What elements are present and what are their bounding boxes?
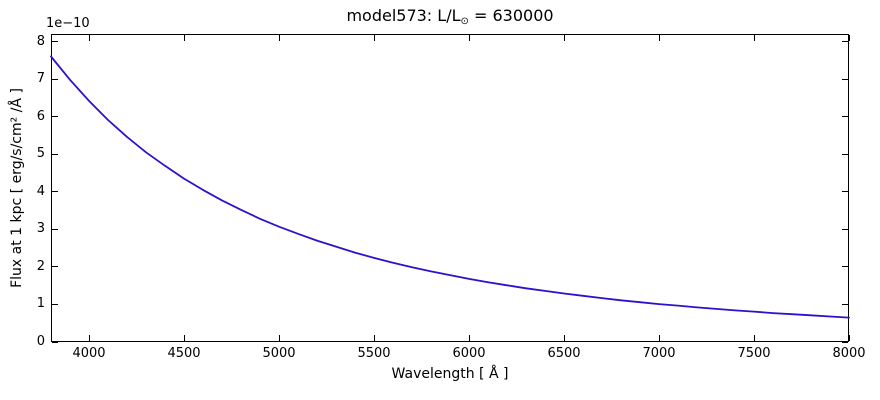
x-tick-top — [563, 35, 565, 41]
x-tick-bottom — [468, 335, 470, 341]
x-tick-top — [183, 35, 185, 41]
y-tick-label: 4 — [36, 183, 45, 199]
y-tick-right — [842, 191, 848, 193]
x-tick-label: 6500 — [547, 346, 581, 361]
chart-title-post: = 630000 — [468, 6, 554, 25]
plot-area — [51, 34, 849, 342]
y-tick-right — [842, 116, 848, 118]
x-tick-label: 5500 — [357, 346, 391, 361]
x-axis-label: Wavelength [ Å ] — [391, 366, 509, 382]
y-tick-label: 0 — [36, 334, 45, 349]
x-tick-top — [753, 35, 755, 41]
y-tick-label: 6 — [36, 108, 45, 124]
x-tick-top — [88, 35, 90, 41]
x-tick-top — [468, 35, 470, 41]
x-tick-label: 4500 — [167, 346, 201, 361]
y-tick-left — [52, 78, 58, 80]
x-tick-label: 5000 — [262, 346, 296, 361]
y-tick-left — [52, 266, 58, 268]
y-tick-label: 1 — [36, 296, 45, 312]
chart-title-pre: model573: L/L — [346, 6, 461, 25]
x-tick-label: 4000 — [72, 346, 106, 361]
y-tick-left — [52, 191, 58, 193]
x-tick-top — [373, 35, 375, 41]
x-tick-bottom — [278, 335, 280, 341]
y-tick-right — [842, 303, 848, 305]
x-tick-bottom — [183, 335, 185, 341]
y-tick-left — [52, 341, 58, 343]
sun-symbol: ⊙ — [460, 16, 469, 27]
y-tick-right — [842, 341, 848, 343]
y-tick-right — [842, 228, 848, 230]
x-tick-label: 6000 — [452, 346, 486, 361]
y-tick-label: 5 — [36, 146, 45, 162]
y-tick-left — [52, 228, 58, 230]
y-tick-left — [52, 303, 58, 305]
y-tick-right — [842, 78, 848, 80]
y-axis-offset-label: 1e−10 — [46, 16, 90, 31]
y-tick-left — [52, 153, 58, 155]
x-tick-label: 8000 — [832, 346, 866, 361]
x-tick-bottom — [373, 335, 375, 341]
y-tick-right — [842, 41, 848, 42]
y-tick-label: 3 — [36, 221, 45, 237]
x-tick-top — [848, 35, 850, 41]
y-tick-label: 2 — [36, 258, 45, 274]
x-tick-bottom — [563, 335, 565, 341]
x-tick-label: 7500 — [737, 346, 771, 361]
y-tick-left — [52, 116, 58, 118]
x-tick-bottom — [753, 335, 755, 341]
x-tick-bottom — [658, 335, 660, 341]
chart-title: model573: L/L⊙ = 630000 — [51, 6, 849, 29]
x-tick-top — [278, 35, 280, 41]
x-tick-top — [658, 35, 660, 41]
y-tick-label: 7 — [36, 71, 45, 87]
y-tick-left — [52, 41, 58, 42]
y-tick-right — [842, 153, 848, 155]
x-tick-bottom — [848, 335, 850, 341]
x-tick-label: 7000 — [642, 346, 676, 361]
y-tick-label: 8 — [36, 33, 45, 49]
x-tick-bottom — [88, 335, 90, 341]
y-tick-right — [842, 266, 848, 268]
